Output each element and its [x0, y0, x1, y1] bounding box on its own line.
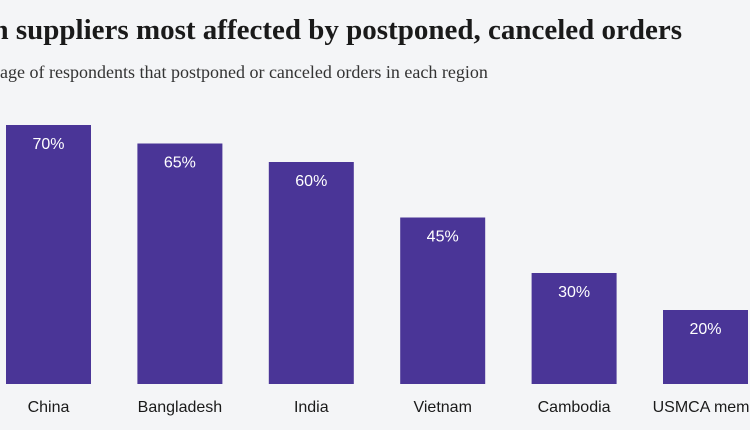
category-label: Bangladesh [138, 399, 223, 416]
category-label: India [294, 399, 329, 416]
category-label: Cambodia [538, 399, 611, 416]
bar-india [268, 162, 354, 384]
bar-vietnam [400, 217, 486, 384]
value-label: 70% [32, 136, 64, 153]
chart-title: an suppliers most affected by postponed,… [0, 14, 683, 46]
value-label: 65% [164, 155, 196, 172]
value-label: 60% [295, 173, 327, 190]
category-label: USMCA memb [653, 399, 750, 416]
bar-cambodia [531, 273, 617, 384]
bar-bangladesh [137, 143, 223, 384]
bar-china [6, 125, 91, 384]
value-label: 20% [689, 321, 721, 338]
bar-usmca-memb [663, 310, 748, 384]
category-label: Vietnam [413, 399, 471, 416]
chart-subtitle: ntage of respondents that postponed or c… [0, 62, 488, 82]
value-label: 45% [427, 229, 459, 246]
category-label: China [28, 399, 70, 416]
value-label: 30% [558, 284, 590, 301]
